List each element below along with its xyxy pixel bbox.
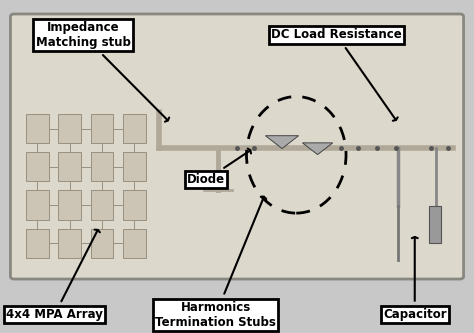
Bar — [123, 229, 146, 258]
Bar — [58, 114, 81, 143]
Bar — [123, 152, 146, 181]
FancyBboxPatch shape — [10, 14, 464, 279]
Polygon shape — [265, 136, 299, 149]
Bar — [26, 190, 49, 220]
Text: Harmonics
Termination Stubs: Harmonics Termination Stubs — [155, 197, 276, 329]
Bar — [91, 152, 113, 181]
Bar — [26, 152, 49, 181]
Bar — [123, 190, 146, 220]
Text: Capacitor: Capacitor — [383, 237, 447, 321]
Bar — [123, 114, 146, 143]
Bar — [26, 114, 49, 143]
Bar — [58, 152, 81, 181]
Bar — [91, 114, 113, 143]
Bar — [58, 190, 81, 220]
Text: Diode: Diode — [187, 149, 251, 186]
Bar — [429, 206, 441, 243]
Bar — [26, 229, 49, 258]
Bar — [91, 229, 113, 258]
Text: DC Load Resistance: DC Load Resistance — [271, 28, 402, 121]
Bar — [91, 190, 113, 220]
Text: 4x4 MPA Array: 4x4 MPA Array — [6, 230, 103, 321]
Text: Impedance
Matching stub: Impedance Matching stub — [36, 21, 169, 122]
Polygon shape — [302, 143, 333, 155]
Bar — [58, 229, 81, 258]
